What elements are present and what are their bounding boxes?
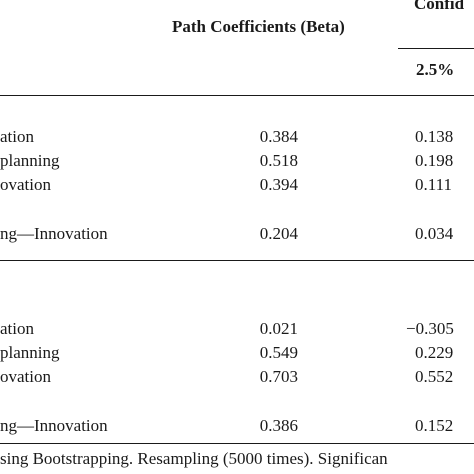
table-bottom-rule bbox=[0, 443, 474, 444]
header-path-coefficients: Path Coefficients (Beta) bbox=[172, 17, 345, 36]
row-label: ng—Innovation bbox=[0, 224, 108, 243]
row-beta: 0.021 bbox=[259, 319, 298, 338]
row-lower: 0.034 bbox=[415, 224, 454, 243]
row-label: ovation bbox=[0, 175, 51, 194]
row-beta: 0.386 bbox=[259, 416, 298, 435]
row-lower: 0.198 bbox=[415, 151, 454, 170]
row-beta: 0.703 bbox=[259, 367, 298, 386]
row-lower: 0.138 bbox=[415, 127, 454, 146]
row-label: ng—Innovation bbox=[0, 416, 108, 435]
group-separator-rule bbox=[0, 260, 474, 261]
row-beta: 0.518 bbox=[259, 151, 298, 170]
row-beta: 0.384 bbox=[259, 127, 298, 146]
header-lower-bound: 2.5% bbox=[416, 60, 455, 79]
row-lower: 0.111 bbox=[415, 175, 452, 194]
row-label: planning bbox=[0, 151, 60, 170]
row-label: planning bbox=[0, 343, 60, 362]
row-beta: 0.549 bbox=[259, 343, 298, 362]
row-lower: 0.229 bbox=[415, 343, 454, 362]
row-lower: −0.305 bbox=[406, 319, 454, 338]
header-confidence-interval: Confid bbox=[414, 0, 465, 13]
row-beta: 0.204 bbox=[259, 224, 298, 243]
row-beta: 0.394 bbox=[259, 175, 298, 194]
row-label: ovation bbox=[0, 367, 51, 386]
row-label: ation bbox=[0, 127, 34, 146]
row-lower: 0.152 bbox=[415, 416, 454, 435]
header-bottom-rule bbox=[0, 95, 474, 96]
row-label: ation bbox=[0, 319, 34, 338]
table-footnote: sing Bootstrapping. Resampling (5000 tim… bbox=[0, 449, 388, 468]
row-lower: 0.552 bbox=[415, 367, 454, 386]
confidence-underline-rule bbox=[398, 48, 474, 49]
